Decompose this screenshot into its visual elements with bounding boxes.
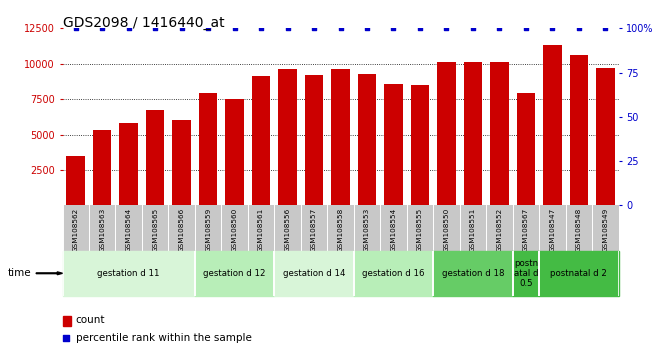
Bar [278, 69, 297, 205]
Point [415, 25, 425, 31]
Point [150, 25, 161, 31]
Bar [358, 74, 376, 205]
Point [600, 25, 611, 31]
Text: gestation d 12: gestation d 12 [203, 269, 266, 278]
Text: GSM108560: GSM108560 [232, 207, 238, 252]
Bar [305, 75, 323, 205]
Bar [539, 251, 619, 296]
Bar [464, 62, 482, 205]
Text: GSM108567: GSM108567 [523, 207, 529, 252]
Point [70, 25, 81, 31]
Point [335, 25, 346, 31]
Point [547, 25, 557, 31]
Point [61, 335, 72, 341]
Bar [433, 251, 513, 296]
Bar [384, 84, 403, 205]
Text: GSM108547: GSM108547 [549, 207, 555, 252]
Bar [274, 251, 354, 296]
Text: postnatal d 2: postnatal d 2 [550, 269, 607, 278]
Point [282, 25, 293, 31]
Point [468, 25, 478, 31]
Text: GSM108548: GSM108548 [576, 207, 582, 252]
Bar [120, 123, 138, 205]
Point [574, 25, 584, 31]
Bar [543, 45, 561, 205]
Bar [146, 110, 164, 205]
Text: gestation d 16: gestation d 16 [362, 269, 424, 278]
Text: GSM108563: GSM108563 [99, 207, 105, 252]
Text: GSM108554: GSM108554 [390, 207, 397, 252]
Point [176, 25, 187, 31]
Point [388, 25, 399, 31]
Text: GSM108555: GSM108555 [417, 207, 423, 252]
Bar [252, 76, 270, 205]
Text: GSM108566: GSM108566 [179, 207, 185, 252]
Bar [195, 251, 274, 296]
Point [256, 25, 266, 31]
Bar [66, 156, 85, 205]
Bar [517, 93, 535, 205]
Text: GSM108557: GSM108557 [311, 207, 317, 252]
Point [520, 25, 531, 31]
Text: GSM108551: GSM108551 [470, 207, 476, 252]
Text: GSM108559: GSM108559 [205, 207, 211, 252]
Point [230, 25, 240, 31]
Bar [199, 93, 217, 205]
Text: GSM108556: GSM108556 [284, 207, 291, 252]
Bar [331, 69, 350, 205]
Text: gestation d 18: gestation d 18 [442, 269, 504, 278]
Point [97, 25, 107, 31]
Point [203, 25, 213, 31]
Text: time: time [8, 268, 32, 278]
Text: GSM108550: GSM108550 [443, 207, 449, 252]
Text: postn
atal d
0.5: postn atal d 0.5 [514, 258, 538, 289]
Point [494, 25, 505, 31]
Text: percentile rank within the sample: percentile rank within the sample [76, 333, 251, 343]
Text: GSM108552: GSM108552 [496, 207, 502, 252]
Bar [411, 85, 429, 205]
Point [441, 25, 451, 31]
Bar [93, 130, 111, 205]
Text: gestation d 14: gestation d 14 [283, 269, 345, 278]
Text: GSM108564: GSM108564 [126, 207, 132, 252]
Text: GSM108553: GSM108553 [364, 207, 370, 252]
Text: GSM108565: GSM108565 [152, 207, 158, 252]
Bar [596, 68, 615, 205]
Bar [437, 62, 456, 205]
Bar [570, 55, 588, 205]
Bar [490, 62, 509, 205]
Bar [513, 251, 539, 296]
Text: gestation d 11: gestation d 11 [97, 269, 160, 278]
Point [309, 25, 319, 31]
Text: GSM108562: GSM108562 [73, 207, 79, 252]
Text: GSM108558: GSM108558 [338, 207, 343, 252]
Bar [63, 251, 195, 296]
Bar [354, 251, 433, 296]
Bar [172, 120, 191, 205]
Text: GSM108561: GSM108561 [258, 207, 264, 252]
Point [362, 25, 372, 31]
Point [124, 25, 134, 31]
Text: count: count [76, 315, 105, 325]
Bar [225, 99, 244, 205]
Text: GDS2098 / 1416440_at: GDS2098 / 1416440_at [63, 16, 224, 30]
Text: GSM108549: GSM108549 [602, 207, 608, 252]
